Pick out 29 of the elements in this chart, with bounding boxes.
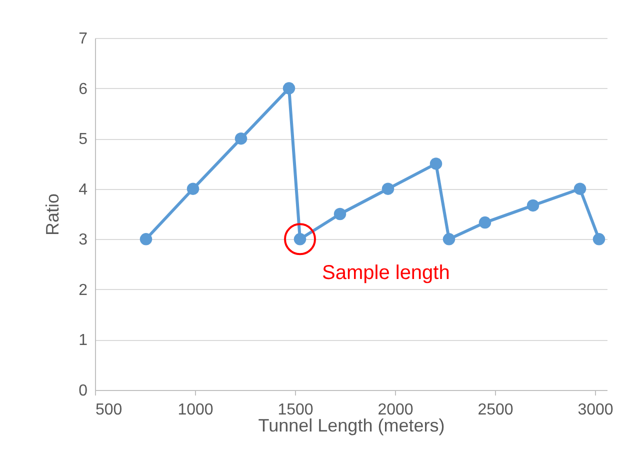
point [478,216,492,229]
point [592,233,606,246]
y-tick-label: 3 [78,232,88,249]
point [186,182,200,195]
point [334,208,346,220]
point [574,182,586,195]
x-tick-label: 500 [96,402,122,418]
y-tick-label: 1 [78,332,88,350]
x-tick-label: 3000 [578,402,614,418]
x-axis-title: Tunnel Length (meters) [258,416,445,436]
y-tick-label: 5 [78,131,88,148]
point [234,132,248,145]
point [442,233,456,246]
point [282,82,296,94]
point [140,233,152,246]
y-tick-label: 4 [78,181,88,198]
x-tick-label: 1500 [278,402,314,418]
x-tick-label: 2500 [478,402,514,418]
y-tick-label: 6 [78,80,88,98]
x-tick-label: 2000 [378,402,414,418]
y-axis-title: Ratio [42,193,63,236]
y-tick-label: 2 [78,282,88,299]
point [382,182,394,195]
annotation: Sample length [322,262,450,284]
y-tick-label: 0 [78,382,88,400]
y-tick-label: 7 [78,30,88,48]
x-tick-label: 1000 [178,402,214,418]
point [526,199,540,212]
point [430,158,442,170]
